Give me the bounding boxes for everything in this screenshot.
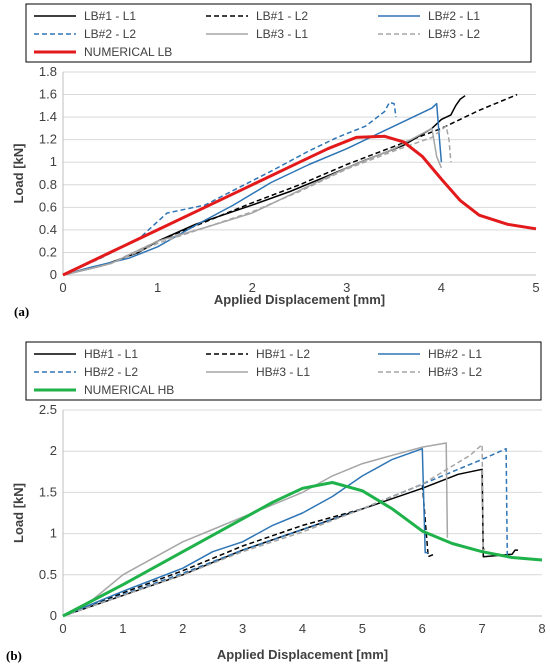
series-line-hb-2-l1 bbox=[62, 447, 429, 617]
series-line-numerical-lb bbox=[62, 134, 537, 277]
panel-label: (a) bbox=[14, 304, 29, 319]
series-line-hb-3-l2 bbox=[62, 443, 486, 617]
legend-label: HB#1 - L2 bbox=[256, 347, 310, 361]
x-tick-label: 7 bbox=[479, 621, 486, 636]
x-tick-label: 2 bbox=[249, 280, 256, 295]
x-tick-label: 0 bbox=[59, 280, 66, 295]
y-tick-label: 0.5 bbox=[39, 567, 57, 582]
y-axis-title: Load [kN] bbox=[11, 483, 26, 543]
series-line-numerical-hb bbox=[62, 481, 543, 618]
legend-label: LB#2 - L2 bbox=[84, 27, 136, 41]
y-axis-title: Load [kN] bbox=[11, 144, 26, 204]
y-tick-label: 1.8 bbox=[39, 64, 57, 79]
y-tick-label: 1 bbox=[50, 154, 57, 169]
legend-label: LB#2 - L1 bbox=[428, 9, 480, 23]
y-tick-label: 1.5 bbox=[39, 484, 57, 499]
y-tick-label: 0.2 bbox=[39, 244, 57, 259]
series-line-hb-2-l2 bbox=[62, 447, 510, 617]
series-line-lb-2-l1 bbox=[62, 102, 443, 276]
legend-box bbox=[25, 3, 532, 63]
y-tick-label: 0 bbox=[50, 267, 57, 282]
legend-label: LB#3 - L2 bbox=[428, 27, 480, 41]
legend-label: HB#1 - L1 bbox=[84, 347, 138, 361]
legend-label: LB#1 - L1 bbox=[84, 9, 136, 23]
x-tick-label: 3 bbox=[239, 621, 246, 636]
y-tick-label: 1.6 bbox=[39, 87, 57, 102]
legend-box bbox=[25, 341, 542, 401]
series-line-hb-1-l2 bbox=[62, 483, 435, 617]
legend-label: HB#2 - L1 bbox=[428, 347, 482, 361]
panel-label: (b) bbox=[6, 648, 22, 663]
y-tick-label: 0 bbox=[50, 608, 57, 623]
series-line-lb-3-l1 bbox=[62, 127, 443, 276]
x-axis-title: Applied Displacement [mm] bbox=[217, 647, 388, 662]
legend-label: HB#2 - L2 bbox=[84, 365, 138, 379]
legend-label: LB#1 - L2 bbox=[256, 9, 308, 23]
x-tick-label: 6 bbox=[419, 621, 426, 636]
legend-label: HB#3 - L1 bbox=[256, 365, 310, 379]
series-line-lb-3-l2 bbox=[62, 125, 452, 276]
legend-label: HB#3 - L2 bbox=[428, 365, 482, 379]
y-tick-label: 0.6 bbox=[39, 199, 57, 214]
y-tick-label: 0.4 bbox=[39, 222, 57, 237]
series-line-lb-2-l2 bbox=[62, 101, 397, 276]
x-axis-title: Applied Displacement [mm] bbox=[214, 292, 385, 307]
y-tick-label: 1 bbox=[50, 526, 57, 541]
series-line-lb-1-l1 bbox=[62, 95, 466, 276]
legend-label: LB#3 - L1 bbox=[256, 27, 308, 41]
x-tick-label: 3 bbox=[343, 280, 350, 295]
x-tick-label: 0 bbox=[59, 621, 66, 636]
y-tick-label: 2.5 bbox=[39, 402, 57, 417]
y-tick-label: 1.2 bbox=[39, 132, 57, 147]
y-tick-label: 0.8 bbox=[39, 177, 57, 192]
series-line-hb-3-l1 bbox=[62, 442, 449, 617]
legend-label: NUMERICAL HB bbox=[84, 383, 174, 397]
x-tick-label: 8 bbox=[538, 621, 545, 636]
y-tick-label: 2 bbox=[50, 443, 57, 458]
x-tick-label: 2 bbox=[179, 621, 186, 636]
x-tick-label: 1 bbox=[119, 621, 126, 636]
x-tick-label: 4 bbox=[438, 280, 445, 295]
x-tick-label: 5 bbox=[532, 280, 539, 295]
legend-label: NUMERICAL LB bbox=[84, 45, 172, 59]
x-tick-label: 1 bbox=[154, 280, 161, 295]
x-tick-label: 5 bbox=[359, 621, 366, 636]
y-tick-label: 1.4 bbox=[39, 109, 57, 124]
x-tick-label: 4 bbox=[299, 621, 306, 636]
